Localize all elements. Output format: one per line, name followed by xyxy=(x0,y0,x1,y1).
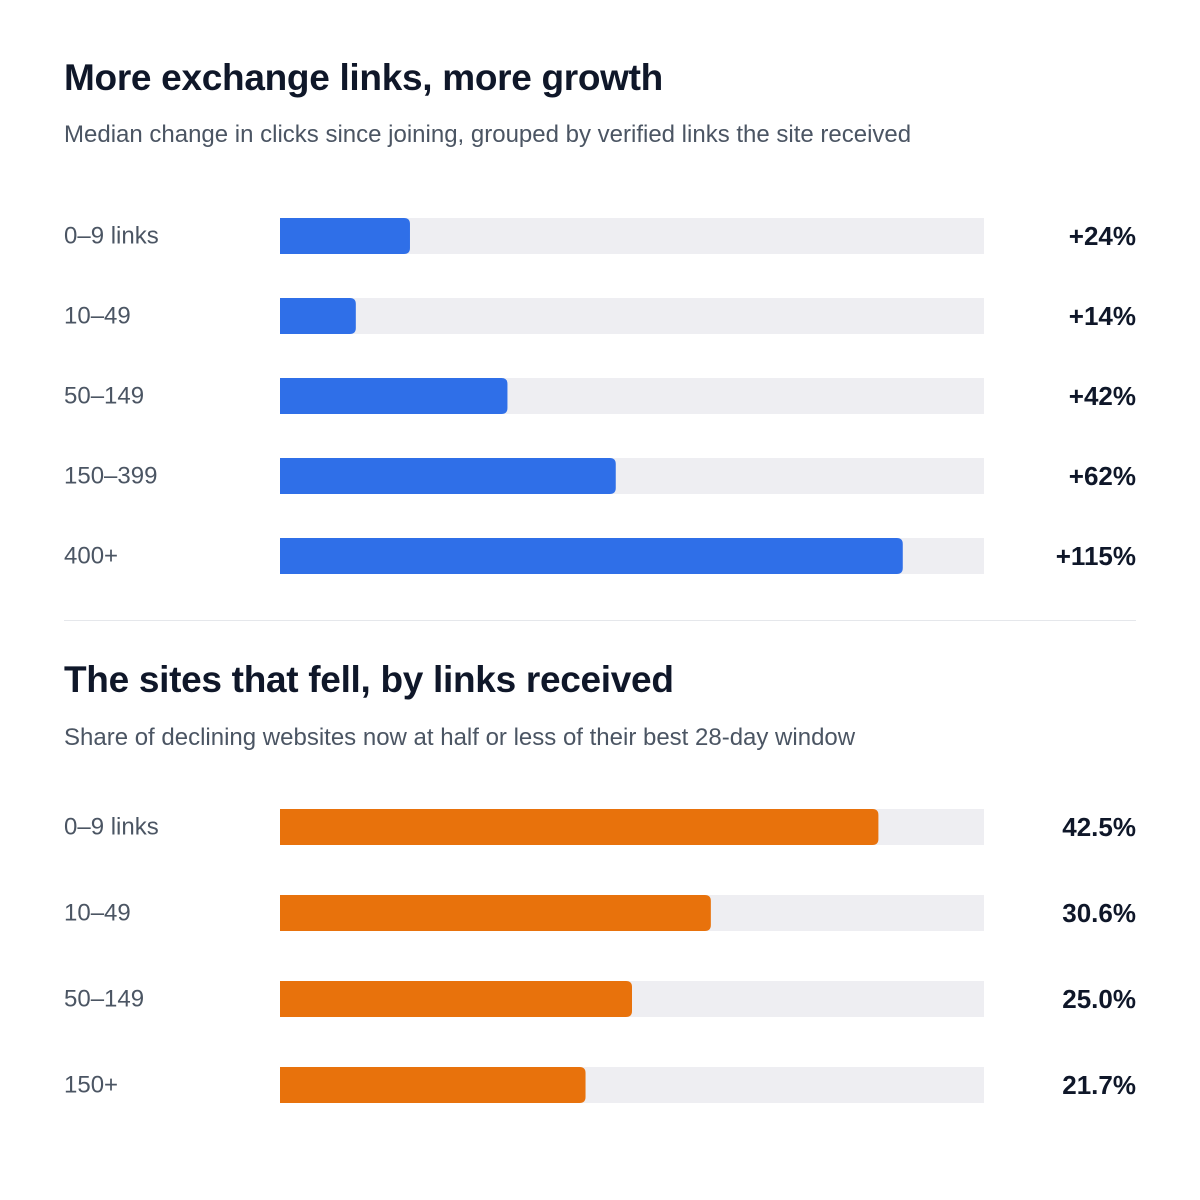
category-label: 10–49 xyxy=(64,900,131,927)
bar-row: 50–149 +42% xyxy=(64,378,1136,414)
value-label: 30.6% xyxy=(1062,898,1136,928)
bar xyxy=(280,458,616,494)
section-divider xyxy=(64,620,1136,621)
value-label: 42.5% xyxy=(1062,812,1136,842)
bar-row: 50–149 25.0% xyxy=(64,981,1136,1017)
bar-row: 150+ 21.7% xyxy=(64,1067,1136,1103)
bar-row: 10–49 30.6% xyxy=(64,895,1136,931)
category-label: 10–49 xyxy=(64,303,131,330)
bar xyxy=(280,378,508,414)
value-label: +62% xyxy=(1069,461,1136,491)
bar xyxy=(280,809,879,845)
value-label: +24% xyxy=(1069,221,1136,251)
category-label: 0–9 links xyxy=(64,814,159,841)
chart-subtitle: Median change in clicks since joining, g… xyxy=(64,121,912,148)
chart-title: The sites that fell, by links received xyxy=(64,659,674,700)
decline-chart: The sites that fell, by links received S… xyxy=(64,657,1136,1103)
bar-row: 0–9 links +24% xyxy=(64,218,1136,254)
bar xyxy=(280,981,632,1017)
bar-plot: 0–9 links +24% 10–49 +14% 50–149 +42% 150–399 +… xyxy=(64,218,1136,574)
value-label: +42% xyxy=(1069,381,1136,411)
bar xyxy=(280,895,711,931)
category-label: 150–399 xyxy=(64,463,157,490)
value-label: +115% xyxy=(1056,541,1136,571)
bar-plot: 0–9 links 42.5% 10–49 30.6% 50–149 25.0% 150+ 2… xyxy=(64,809,1136,1103)
chart-title: More exchange links, more growth xyxy=(64,57,663,98)
value-label: 25.0% xyxy=(1062,984,1136,1014)
bar-row: 400+ +115% xyxy=(64,538,1136,574)
value-label: 21.7% xyxy=(1062,1070,1136,1100)
bar xyxy=(280,298,356,334)
bar-row: 0–9 links 42.5% xyxy=(64,809,1136,845)
category-label: 150+ xyxy=(64,1072,118,1099)
bar xyxy=(280,538,903,574)
bar xyxy=(280,218,410,254)
bar-row: 150–399 +62% xyxy=(64,458,1136,494)
bar-row: 10–49 +14% xyxy=(64,298,1136,334)
growth-chart: More exchange links, more growth Median … xyxy=(64,55,1136,574)
category-label: 0–9 links xyxy=(64,223,159,250)
category-label: 400+ xyxy=(64,543,118,570)
chart-subtitle: Share of declining websites now at half … xyxy=(64,724,856,751)
category-label: 50–149 xyxy=(64,383,144,410)
bar xyxy=(280,1067,586,1103)
category-label: 50–149 xyxy=(64,986,144,1013)
bar-track xyxy=(280,298,984,334)
value-label: +14% xyxy=(1069,301,1136,331)
